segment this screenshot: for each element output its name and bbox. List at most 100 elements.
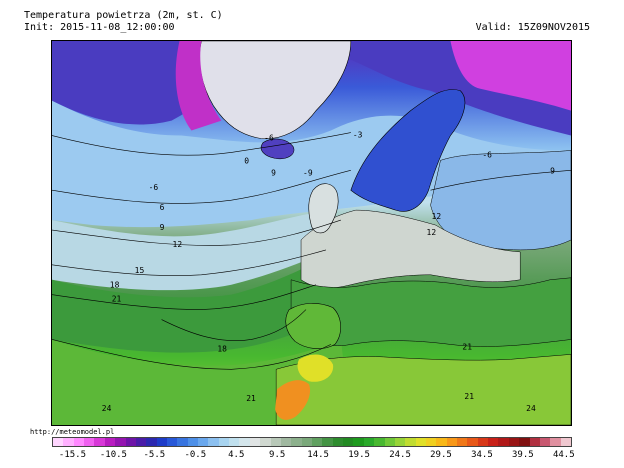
colorbar-swatch xyxy=(166,438,178,446)
colorbar-swatch xyxy=(508,438,520,446)
colorbar-swatch xyxy=(104,438,116,446)
source-link[interactable]: http://meteomodel.pl xyxy=(30,428,115,436)
contour-label: 0 xyxy=(244,156,249,165)
southern-europe xyxy=(290,277,571,347)
colorbar-swatch xyxy=(467,438,478,446)
contour-label: -6 xyxy=(149,183,159,192)
colorbar-swatch xyxy=(550,438,561,446)
isotherm-6 xyxy=(52,170,351,204)
colorbar-swatch xyxy=(229,438,240,446)
colorbar-swatch xyxy=(260,438,271,446)
greenland-coast-cold xyxy=(175,41,222,131)
colorbar-swatch xyxy=(343,438,354,446)
colorbar-swatch xyxy=(218,438,230,446)
hot-spot-africa xyxy=(275,380,311,420)
colorbar-swatch xyxy=(125,438,136,446)
colorbar-swatch xyxy=(384,438,395,446)
colorbar-swatch xyxy=(415,438,426,446)
contour-label: -9 xyxy=(303,168,313,177)
isotherm-9-east xyxy=(430,170,571,191)
colorbar-swatch xyxy=(301,438,312,446)
init-time: Init: 2015-11-08_12:00:00 xyxy=(24,22,175,33)
isotherm-minus-6 xyxy=(52,132,351,156)
colorbar-swatch xyxy=(363,438,375,446)
colorbar-swatch xyxy=(270,438,281,446)
contour-label: 24 xyxy=(526,404,536,413)
contour-label: -6 xyxy=(264,133,274,142)
map-title: Temperatura powietrza (2m, st. C) xyxy=(24,10,223,21)
colorbar-tick-label: 4.5 xyxy=(228,450,245,460)
colorbar-swatch xyxy=(539,438,551,446)
colorbar-ticks: -15.5 -10.5 -5.5 -0.5 4.5 9.5 14.5 19.5 24.5 29.5… xyxy=(0,450,624,462)
colorbar-swatch xyxy=(322,438,333,446)
scandinavia xyxy=(350,89,466,212)
colorbar-swatch xyxy=(94,438,105,446)
colorbar-tick-label: -15.5 xyxy=(58,450,87,460)
contour-label: 24 xyxy=(102,404,112,413)
colorbar-tick-label: -0.5 xyxy=(184,450,207,460)
isotherm-15 xyxy=(52,249,327,276)
contour-label: 9 xyxy=(271,168,276,177)
colorbar-swatch xyxy=(53,438,64,446)
isotherm-18 xyxy=(52,284,317,310)
colorbar-swatch xyxy=(63,438,74,446)
colorbar-swatch xyxy=(374,438,385,446)
contour-label: 9 xyxy=(160,223,165,232)
colorbar-swatch xyxy=(73,438,85,446)
colorbar-swatch xyxy=(239,438,250,446)
colorbar-tick-label: -10.5 xyxy=(99,450,127,460)
colorbar-swatch xyxy=(353,438,364,446)
colorbar-swatch xyxy=(146,438,157,446)
colorbar-tick-label: 44.5 xyxy=(552,450,575,460)
colorbar-swatch xyxy=(177,438,188,446)
central-europe xyxy=(300,209,521,289)
contour-label: 18 xyxy=(110,281,120,290)
valid-time: Valid: 15Z09NOV2015 xyxy=(475,22,590,33)
colorbar xyxy=(52,437,572,447)
colorbar-swatch xyxy=(187,438,199,446)
colorbar-swatch xyxy=(249,438,261,446)
colorbar-tick-label: -5.5 xyxy=(143,450,166,460)
colorbar-tick-label: 19.5 xyxy=(348,450,370,460)
colorbar-swatch xyxy=(198,438,209,446)
colorbar-swatch xyxy=(436,438,447,446)
colorbar-swatch xyxy=(280,438,292,446)
colorbar-tick-label: 9.5 xyxy=(269,450,286,460)
contour-label: 6 xyxy=(160,203,165,212)
isotherm-21 xyxy=(52,339,332,370)
colorbar-swatch xyxy=(457,438,468,446)
colorbar-swatch xyxy=(156,438,167,446)
colorbar-swatch xyxy=(519,438,530,446)
arctic-russia xyxy=(450,41,571,111)
contour-label: 12 xyxy=(432,212,442,221)
contour-label: 9 xyxy=(550,166,555,175)
colorbar-swatch xyxy=(311,438,323,446)
isotherm-18-south xyxy=(161,309,307,342)
colorbar-tick-label: 29.5 xyxy=(430,450,452,460)
colorbar-swatch xyxy=(425,438,437,446)
contour-label: 21 xyxy=(462,342,472,351)
colorbar-swatch xyxy=(405,438,416,446)
contour-label: -6 xyxy=(482,150,492,159)
temperature-map: -6 -6 -9 -3 -6 0 6 9 9 12 15 18 21 18 21 24 9 12 12 21 24 21 xyxy=(51,40,572,426)
atlantic-warm-band xyxy=(52,254,341,353)
colorbar-swatch xyxy=(208,438,219,446)
contour-lines xyxy=(52,132,571,370)
colorbar-swatch xyxy=(332,438,344,446)
contour-label: -3 xyxy=(353,131,363,140)
colorbar-swatch xyxy=(291,438,302,446)
colorbar-swatch xyxy=(477,438,489,446)
colorbar-swatch xyxy=(115,438,126,446)
contour-label: 21 xyxy=(112,295,122,304)
contour-label: 12 xyxy=(427,228,437,237)
mid-latitude-band xyxy=(52,210,351,291)
colorbar-swatch xyxy=(394,438,406,446)
contour-label: 21 xyxy=(464,392,474,401)
temperature-field: -6 -6 -9 -3 -6 0 6 9 9 12 15 18 21 18 21 24 9 12 12 21 24 21 xyxy=(52,41,571,425)
colorbar-swatch xyxy=(135,438,147,446)
iberia xyxy=(285,303,341,349)
colorbar-swatch xyxy=(84,438,95,446)
contour-label: 15 xyxy=(135,266,145,275)
contour-label: 18 xyxy=(217,344,227,353)
colorbar-tick-label: 39.5 xyxy=(512,450,534,460)
